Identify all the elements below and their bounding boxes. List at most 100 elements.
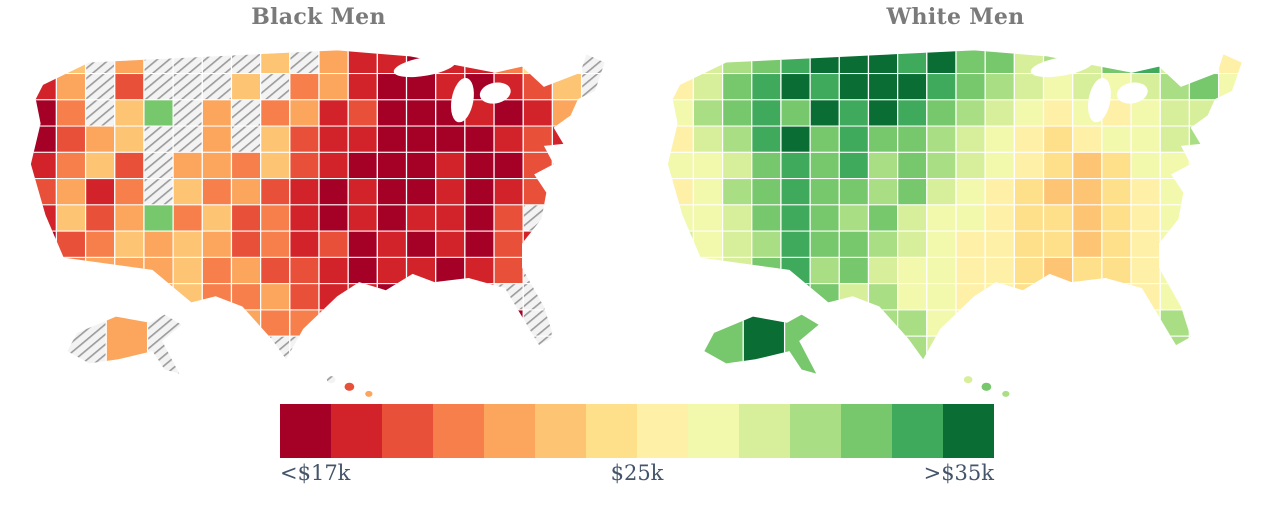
map-cell [809,99,840,127]
map-cell [1042,256,1073,285]
map-cell [376,309,407,337]
map-cell [55,178,86,206]
map-cell [1129,125,1161,153]
map-cell [809,50,840,75]
map-cell [721,99,752,127]
map-cell [376,125,407,153]
great-lake [1087,77,1111,123]
map-cell [1217,178,1242,206]
map-cell [522,125,553,153]
map-cell [667,283,694,311]
map-cell [551,125,582,153]
legend-labels: <$17k $25k >$35k [280,458,994,490]
map-cell [522,230,553,258]
map-cell [405,256,436,285]
map-cell [522,73,553,101]
map-cell [317,178,349,206]
map-cell [347,204,378,232]
map-cell [434,283,465,311]
map-cell [259,283,290,311]
map-cell [1013,73,1044,101]
map-cell [463,178,495,206]
map-cell [142,99,174,127]
map-cell [809,283,840,311]
map-cell [55,256,86,285]
map-cell [954,204,986,232]
map-cell [667,99,694,127]
map-cell [230,125,261,153]
map-cell [721,178,752,206]
legend-swatch [637,404,688,458]
map-cell [692,204,723,232]
map-cell [1071,125,1102,153]
map-cell [172,73,203,101]
map-cell [984,230,1015,258]
map-cell [809,335,840,360]
map-cell [984,204,1015,232]
map-cell [201,335,232,360]
map-cell [113,125,145,153]
map-cell [580,73,605,101]
map-cell [259,73,290,101]
map-cell [867,309,898,337]
map-cell [1071,151,1102,180]
map-cell [954,50,986,75]
map-cell [259,99,290,127]
map-cell [1159,50,1190,75]
map-cell [809,256,840,285]
map-cell [55,151,86,180]
map-cell [809,230,840,258]
map-cell [492,125,524,153]
map-cell [1013,256,1044,285]
map-cell [84,151,115,180]
map-cell [750,230,782,258]
map-cell [1159,335,1190,360]
map-cell [492,335,524,360]
map-cell [838,256,869,285]
map-cell [1129,256,1161,285]
map-cell [1071,309,1102,337]
map-cell [55,125,86,153]
map-cell [1188,151,1219,180]
map-cell [492,151,524,180]
map-cell [692,73,723,101]
map-cell [721,283,752,311]
map-cell [1159,283,1190,311]
map-cell [580,99,605,127]
map-cell [1013,283,1044,311]
map-cell [405,125,436,153]
white-men-map-panel: White Men [637,0,1274,402]
map-cell [172,178,203,206]
map-cell [551,178,582,206]
map-cell [376,283,407,311]
map-cell [1013,151,1044,180]
map-cell [376,178,407,206]
map-cell [838,335,869,360]
map-cell [838,99,869,127]
map-title-white-men: White Men [886,4,1025,30]
map-cell [492,230,524,258]
map-cell [779,230,811,258]
map-cell [1188,335,1219,360]
map-cell [113,178,145,206]
map-cell [867,151,898,180]
map-cell [667,256,694,285]
map-cell [1013,99,1044,127]
map-cell [925,151,957,180]
map-cell [317,335,349,360]
map-cell [405,151,436,180]
map-cell [692,99,723,127]
map-cell [779,283,811,311]
map-cell [1042,73,1073,101]
map-cell [954,309,986,337]
map-cell [30,335,57,360]
map-cell [954,125,986,153]
map-cell [1188,50,1219,75]
map-cell [721,204,752,232]
map-cell [551,283,582,311]
map-cell [30,178,57,206]
map-cell [84,125,115,153]
map-cell [1129,283,1161,311]
map-cell [1129,230,1161,258]
map-cell [492,256,524,285]
